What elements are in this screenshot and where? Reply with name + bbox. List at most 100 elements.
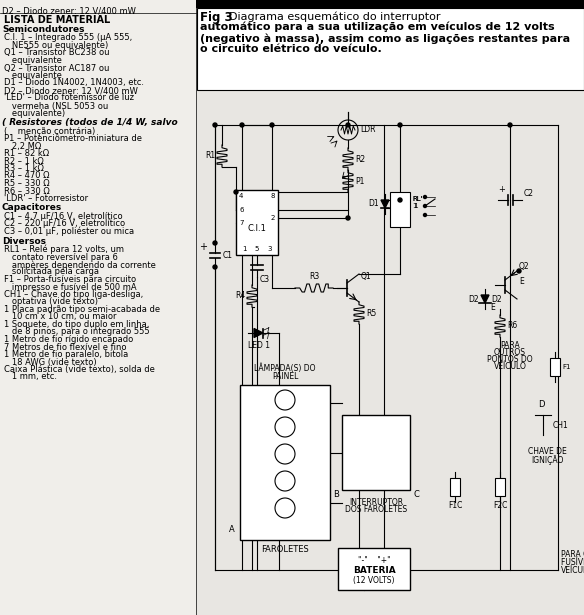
Text: R1 – 82 kΩ: R1 – 82 kΩ bbox=[4, 149, 49, 158]
Text: R3 – 1 kΩ: R3 – 1 kΩ bbox=[4, 164, 44, 173]
Bar bbox=[196, 0, 584, 8]
Text: E: E bbox=[519, 277, 524, 285]
Text: (    menção contrária): ( menção contrária) bbox=[4, 127, 95, 135]
Text: INTERRUPTOR: INTERRUPTOR bbox=[349, 498, 403, 507]
Text: 2,2 MΩ: 2,2 MΩ bbox=[4, 141, 41, 151]
Bar bbox=[236, 190, 278, 255]
Text: Caixa Plástica (vide texto), solda de: Caixa Plástica (vide texto), solda de bbox=[4, 365, 155, 374]
Text: D2 – Diodo zener: 12 V/400 mW: D2 – Diodo zener: 12 V/400 mW bbox=[2, 7, 136, 16]
Text: R5: R5 bbox=[366, 309, 376, 317]
Text: CH1: CH1 bbox=[553, 421, 569, 429]
Text: equivalente: equivalente bbox=[4, 56, 62, 65]
Text: F1: F1 bbox=[562, 364, 571, 370]
Text: impresso e fusível de 500 mA: impresso e fusível de 500 mA bbox=[4, 282, 137, 292]
Text: D2: D2 bbox=[468, 295, 479, 303]
Text: FAROLETES: FAROLETES bbox=[261, 545, 309, 554]
Text: D2 – Diodo zener: 12 V/400 mW: D2 – Diodo zener: 12 V/400 mW bbox=[4, 86, 138, 95]
Circle shape bbox=[213, 123, 217, 127]
Text: 7: 7 bbox=[239, 220, 244, 226]
Polygon shape bbox=[481, 295, 489, 303]
Text: ( Resistores (todos de 1/4 W, salvo: ( Resistores (todos de 1/4 W, salvo bbox=[2, 118, 178, 127]
Text: 3: 3 bbox=[267, 246, 272, 252]
Text: 'LDR' – Fotorresistor: 'LDR' – Fotorresistor bbox=[4, 194, 88, 203]
Bar bbox=[550, 358, 560, 376]
Bar bbox=[342, 415, 410, 490]
Bar bbox=[197, 8, 584, 90]
Text: RL1 – Relé para 12 volts, um: RL1 – Relé para 12 volts, um bbox=[4, 245, 124, 255]
Text: +: + bbox=[199, 242, 207, 252]
Text: de 8 pinos, para o integrado 555: de 8 pinos, para o integrado 555 bbox=[4, 328, 150, 336]
Text: R4 – 470 Ω: R4 – 470 Ω bbox=[4, 172, 50, 180]
Text: C1 – 4,7 μF/16 V, eletrolítico: C1 – 4,7 μF/16 V, eletrolítico bbox=[4, 212, 123, 221]
Text: R5 – 330 Ω: R5 – 330 Ω bbox=[4, 179, 50, 188]
Bar bbox=[495, 478, 505, 496]
Text: 18 AWG (vide texto): 18 AWG (vide texto) bbox=[4, 357, 96, 367]
Text: o circuito elétrico do veículo.: o circuito elétrico do veículo. bbox=[200, 44, 382, 54]
Text: FUSÍVEIS DO: FUSÍVEIS DO bbox=[561, 558, 584, 567]
Text: LDR: LDR bbox=[360, 125, 376, 135]
Text: F1C: F1C bbox=[448, 501, 462, 510]
Bar bbox=[0, 0, 196, 615]
Text: C.I.1: C.I.1 bbox=[248, 224, 266, 233]
Text: F1 – Porta-fusíveis para circuito: F1 – Porta-fusíveis para circuito bbox=[4, 275, 136, 284]
Text: D1 – Diodo 1N4002, 1N4003, etc.: D1 – Diodo 1N4002, 1N4003, etc. bbox=[4, 79, 144, 87]
Circle shape bbox=[423, 205, 426, 207]
Text: 1 Metro de fio rígido encapado: 1 Metro de fio rígido encapado bbox=[4, 335, 133, 344]
Text: D1: D1 bbox=[369, 199, 379, 208]
Text: 7 Metros de fio flexível e fino: 7 Metros de fio flexível e fino bbox=[4, 343, 127, 352]
Text: PONTOS DO: PONTOS DO bbox=[487, 355, 533, 364]
Polygon shape bbox=[381, 200, 389, 208]
Text: equivalente): equivalente) bbox=[4, 108, 65, 117]
Text: "-"    "+": "-" "+" bbox=[357, 556, 390, 565]
Text: C1: C1 bbox=[223, 250, 233, 260]
Text: OUTROS: OUTROS bbox=[494, 348, 526, 357]
Circle shape bbox=[398, 123, 402, 127]
Text: R6 – 330 Ω: R6 – 330 Ω bbox=[4, 186, 50, 196]
Text: E: E bbox=[491, 303, 495, 312]
Text: 1 Placa padrão tipo semi-acabada de: 1 Placa padrão tipo semi-acabada de bbox=[4, 305, 160, 314]
Text: P1: P1 bbox=[355, 177, 364, 186]
Text: +: + bbox=[499, 185, 506, 194]
Text: Capacitores: Capacitores bbox=[2, 204, 62, 213]
Circle shape bbox=[423, 196, 426, 199]
Text: NE555 ou equivalente): NE555 ou equivalente) bbox=[4, 41, 108, 50]
Text: 2: 2 bbox=[270, 215, 275, 221]
Text: 1 Metro de fio paralelo, bitola: 1 Metro de fio paralelo, bitola bbox=[4, 350, 128, 359]
Text: D: D bbox=[538, 400, 544, 409]
Text: vermeḥa (NSL 5053 ou: vermeḥa (NSL 5053 ou bbox=[4, 101, 108, 110]
Bar bbox=[240, 385, 330, 540]
Text: 6: 6 bbox=[239, 207, 244, 213]
Circle shape bbox=[234, 190, 238, 194]
Circle shape bbox=[270, 123, 274, 127]
Text: 1: 1 bbox=[412, 203, 416, 209]
Text: C2 – 220 μF/16 V, eletrolítico: C2 – 220 μF/16 V, eletrolítico bbox=[4, 220, 125, 229]
Text: Q2: Q2 bbox=[519, 262, 530, 271]
Text: BATERIA: BATERIA bbox=[353, 566, 395, 575]
Text: equivalente: equivalente bbox=[4, 71, 62, 80]
Text: RL': RL' bbox=[412, 196, 422, 202]
Text: DOS FAROLETES: DOS FAROLETES bbox=[345, 505, 407, 514]
Text: 1: 1 bbox=[242, 246, 246, 252]
Text: LÂMPADA(S) DO: LÂMPADA(S) DO bbox=[254, 363, 316, 373]
Text: Diagrama esquemático do interruptor: Diagrama esquemático do interruptor bbox=[222, 11, 440, 22]
Text: 1 Soquete, do tipo duplo em linha,: 1 Soquete, do tipo duplo em linha, bbox=[4, 320, 150, 329]
Text: VEÍCULO: VEÍCULO bbox=[493, 362, 526, 371]
Circle shape bbox=[213, 265, 217, 269]
Text: F2C: F2C bbox=[493, 501, 507, 510]
Text: C: C bbox=[413, 490, 419, 499]
Text: PAINEL: PAINEL bbox=[272, 372, 298, 381]
Text: A: A bbox=[230, 525, 235, 534]
Circle shape bbox=[398, 198, 402, 202]
Text: Diversos: Diversos bbox=[2, 237, 46, 245]
Text: D2: D2 bbox=[491, 295, 502, 303]
Circle shape bbox=[423, 213, 426, 216]
Text: LISTA DE MATERIAL: LISTA DE MATERIAL bbox=[4, 15, 110, 25]
Text: R1: R1 bbox=[205, 151, 215, 161]
Text: Q1: Q1 bbox=[361, 272, 371, 281]
Text: 1 mm, etc.: 1 mm, etc. bbox=[4, 373, 57, 381]
Text: RL'
 1: RL' 1 bbox=[412, 196, 422, 209]
Text: B: B bbox=[333, 490, 339, 499]
Text: C.I. 1 – Integrado 555 (μA 555,: C.I. 1 – Integrado 555 (μA 555, bbox=[4, 33, 132, 42]
Text: (12 VOLTS): (12 VOLTS) bbox=[353, 576, 395, 585]
Text: Fig 3: Fig 3 bbox=[200, 11, 232, 24]
